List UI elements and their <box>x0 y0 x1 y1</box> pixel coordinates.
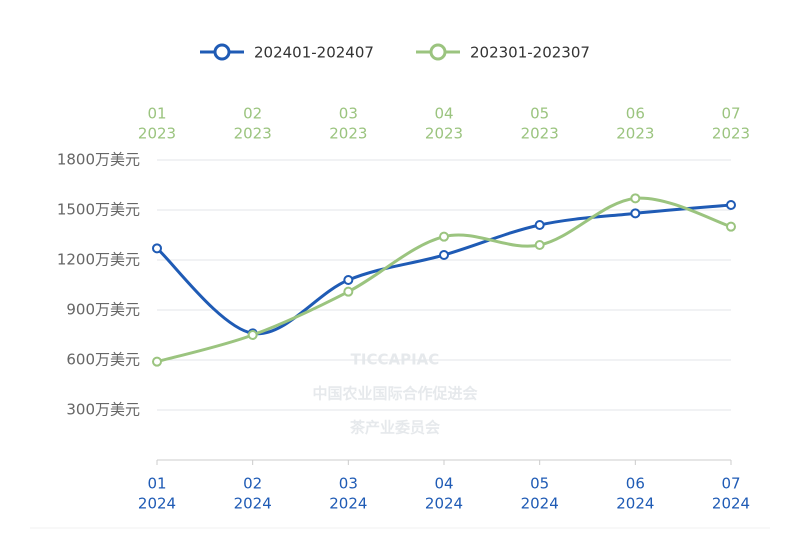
x2-tick-year: 2023 <box>521 125 559 143</box>
data-point <box>343 275 354 285</box>
y-tick-label: 900万美元 <box>66 301 140 319</box>
x2-tick-year: 2023 <box>425 125 463 143</box>
x-tick-year: 2024 <box>234 495 272 513</box>
data-point <box>534 220 545 230</box>
x-tick-label: 03 <box>339 475 358 493</box>
series-line <box>156 196 732 364</box>
x-tick-label: 06 <box>626 475 645 493</box>
series-line <box>155 203 732 336</box>
data-point <box>630 193 641 204</box>
data-point <box>247 330 258 340</box>
data-point <box>439 231 449 242</box>
x2-tick-year: 2023 <box>329 125 367 143</box>
x2-tick-year: 2023 <box>234 125 272 143</box>
legend-marker <box>213 43 231 61</box>
data-point <box>439 250 449 260</box>
watermark: 中国农业国际合作促进会 <box>312 385 477 403</box>
y-tick-label: 1200万美元 <box>57 251 140 269</box>
x-tick-label: 07 <box>721 475 740 493</box>
y-tick-label: 1500万美元 <box>57 201 140 219</box>
x2-tick-year: 2023 <box>138 125 176 143</box>
x-tick-label: 02 <box>243 475 262 493</box>
legend-marker <box>429 43 447 61</box>
x2-tick-year: 2023 <box>616 125 654 143</box>
data-point <box>630 208 641 219</box>
x2-tick-label: 03 <box>339 105 358 123</box>
x2-tick-label: 05 <box>530 105 549 123</box>
x-tick-label: 01 <box>147 475 166 493</box>
y-tick-label: 600万美元 <box>66 351 140 369</box>
x-tick-year: 2024 <box>138 495 176 513</box>
data-point <box>152 243 162 254</box>
watermark: 茶产业委员会 <box>350 419 440 437</box>
y-tick-label: 1800万美元 <box>57 151 140 169</box>
data-point <box>152 356 162 367</box>
x2-tick-label: 01 <box>147 105 166 123</box>
x2-tick-label: 07 <box>721 105 740 123</box>
x2-tick-year: 2023 <box>712 125 750 143</box>
legend-label: 202401-202407 <box>254 44 374 62</box>
x2-tick-label: 04 <box>434 105 453 123</box>
data-point <box>726 221 736 232</box>
y-tick-label: 300万美元 <box>66 401 140 419</box>
x-tick-year: 2024 <box>425 495 463 513</box>
x-tick-year: 2024 <box>329 495 367 513</box>
legend-label: 202301-202307 <box>470 44 590 62</box>
x-tick-year: 2024 <box>616 495 654 513</box>
data-point <box>343 286 354 297</box>
x-tick-year: 2024 <box>712 495 750 513</box>
x-tick-label: 05 <box>530 475 549 493</box>
data-point <box>534 240 545 250</box>
x-tick-year: 2024 <box>521 495 559 513</box>
x2-tick-label: 06 <box>626 105 645 123</box>
data-point <box>726 200 736 210</box>
x-tick-label: 04 <box>434 475 453 493</box>
x2-tick-label: 02 <box>243 105 262 123</box>
